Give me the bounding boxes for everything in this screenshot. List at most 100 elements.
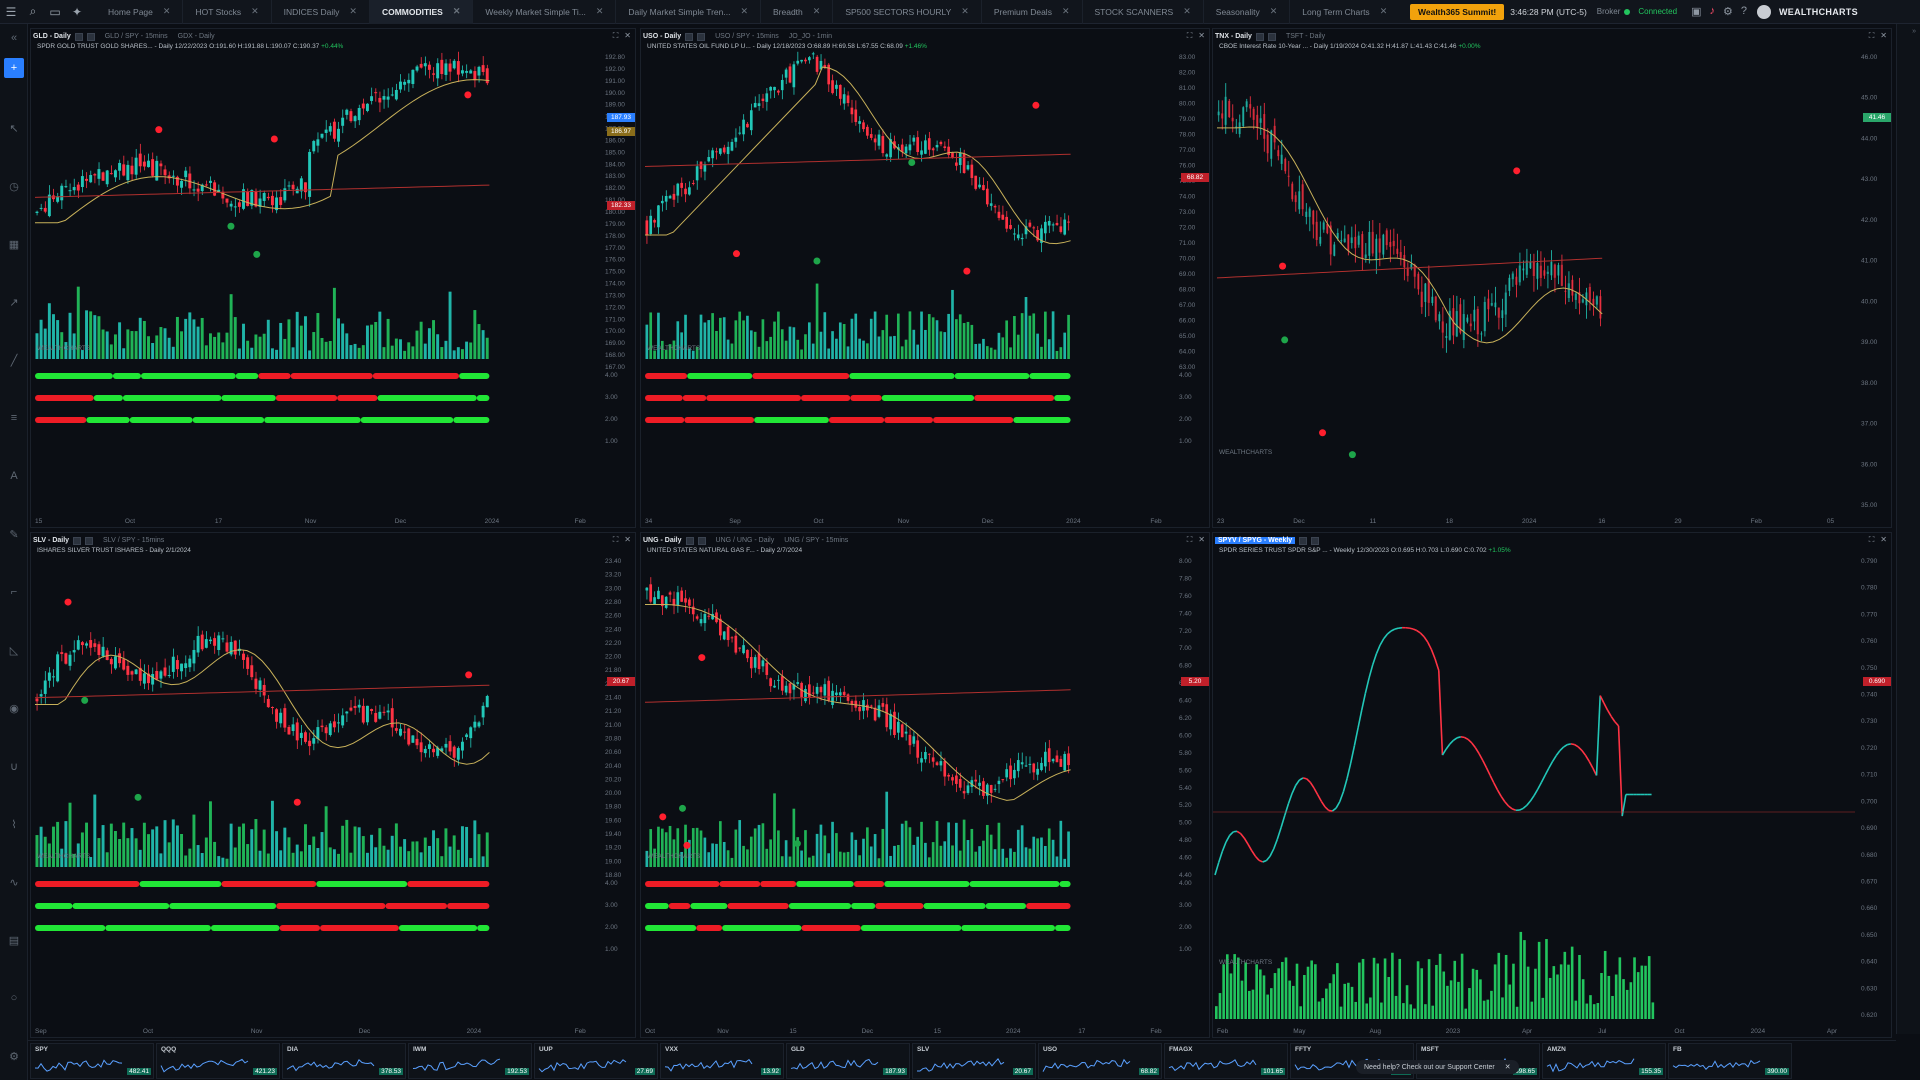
- brush-icon[interactable]: ✎: [9, 528, 19, 541]
- tab-11[interactable]: Long Term Charts ✕: [1290, 0, 1396, 24]
- chart-canvas[interactable]: 46.0045.0044.0043.0042.0041.0040.0039.00…: [1213, 29, 1892, 528]
- secondary-symbol[interactable]: GDX - Daily: [177, 33, 215, 40]
- tab-3[interactable]: COMMODITIES ✕: [369, 0, 474, 24]
- symbol-label[interactable]: TNX - Daily: [1215, 33, 1252, 40]
- secondary-symbol[interactable]: GLD / SPY - 15mins: [104, 33, 168, 40]
- cursor-icon[interactable]: ↖: [9, 122, 19, 135]
- close-icon[interactable]: ✕: [624, 535, 631, 544]
- eye-icon[interactable]: ◉: [9, 702, 19, 715]
- calendar-icon[interactable]: ▦: [8, 238, 20, 251]
- mini-chart-dia[interactable]: DIA 378.53: [282, 1043, 406, 1079]
- symbol-label[interactable]: SPYV / SPYG - Weekly: [1215, 537, 1296, 544]
- panel-option-icon[interactable]: [1311, 536, 1320, 545]
- save-icon[interactable]: ▣: [1691, 6, 1702, 18]
- panel-option-icon[interactable]: [86, 32, 95, 41]
- symbol-label[interactable]: GLD - Daily: [33, 33, 71, 40]
- mini-chart-fmagx[interactable]: FMAGX 101.65: [1164, 1043, 1288, 1079]
- tab-close-icon[interactable]: ✕: [961, 6, 969, 16]
- panel-option-icon[interactable]: [685, 32, 694, 41]
- maximize-icon[interactable]: ⛶: [1186, 535, 1193, 544]
- maximize-icon[interactable]: ⛶: [1868, 535, 1875, 544]
- chart-canvas[interactable]: 23.4023.2023.0022.8022.6022.4022.2022.00…: [31, 533, 636, 1038]
- mini-chart-uup[interactable]: UUP 27.69: [534, 1043, 658, 1079]
- tab-close-icon[interactable]: ✕: [452, 6, 461, 16]
- mini-chart-uso[interactable]: USO 68.82: [1038, 1043, 1162, 1079]
- secondary-symbol[interactable]: UNG / SPY - 15mins: [784, 537, 849, 544]
- tab-close-icon[interactable]: ✕: [812, 6, 821, 16]
- maximize-icon[interactable]: ⛶: [1186, 31, 1193, 40]
- tab-close-icon[interactable]: ✕: [1061, 6, 1070, 16]
- summit-button[interactable]: Wealth365 Summit!: [1410, 3, 1505, 20]
- menu-icon[interactable]: ☰: [5, 4, 17, 19]
- chart-panel-uso[interactable]: USO - Daily USO / SPY - 15mins JO_JO - 1mi…: [640, 28, 1210, 528]
- monitor-icon[interactable]: ▭: [49, 4, 61, 19]
- help-icon[interactable]: ?: [1740, 5, 1747, 17]
- secondary-symbol[interactable]: JO_JO - 1min: [788, 33, 832, 40]
- symbol-label[interactable]: USO - Daily: [643, 33, 682, 40]
- tab-close-icon[interactable]: ✕: [1269, 6, 1278, 16]
- panel-option-icon[interactable]: [73, 536, 82, 545]
- tab-close-icon[interactable]: ✕: [740, 6, 748, 16]
- text-tool-icon[interactable]: A: [10, 470, 18, 482]
- chart-panel-ung[interactable]: UNG - Daily UNG / UNG - Daily UNG / SPY - …: [640, 532, 1210, 1038]
- close-icon[interactable]: ✕: [1504, 1064, 1511, 1071]
- shape-icon[interactable]: ◺: [9, 644, 19, 657]
- tab-7[interactable]: SP500 SECTORS HOURLY ✕: [833, 0, 982, 24]
- chart-canvas[interactable]: 192.80192.00191.00190.00189.00188.00187.…: [31, 29, 636, 528]
- tab-0[interactable]: Home Page ✕: [96, 0, 184, 24]
- tab-8[interactable]: Premium Deals ✕: [982, 0, 1083, 24]
- secondary-symbol[interactable]: USO / SPY - 15mins: [715, 33, 779, 40]
- lock-icon[interactable]: ○: [10, 992, 18, 1004]
- mini-chart-slv[interactable]: SLV 20.67: [912, 1043, 1036, 1079]
- mini-chart-fb[interactable]: FB 390.00: [1668, 1043, 1792, 1079]
- close-icon[interactable]: ✕: [1198, 31, 1205, 40]
- mini-chart-spy[interactable]: SPY 482.41: [30, 1043, 154, 1079]
- settings-icon[interactable]: ⚙: [9, 1050, 19, 1063]
- chart-panel-gld[interactable]: GLD - Daily GLD / SPY - 15mins GDX - Daily…: [30, 28, 636, 528]
- tab-close-icon[interactable]: ✕: [595, 6, 604, 16]
- magnet-icon[interactable]: ∪: [9, 760, 19, 773]
- tab-1[interactable]: HOT Stocks ✕: [183, 0, 272, 24]
- mini-chart-qqq[interactable]: QQQ 421.23: [156, 1043, 280, 1079]
- ruler-icon[interactable]: ⌐: [10, 586, 18, 598]
- clock-icon[interactable]: ◷: [9, 180, 19, 193]
- close-icon[interactable]: ✕: [1880, 535, 1887, 544]
- panel-option-icon[interactable]: [697, 536, 706, 545]
- tab-close-icon[interactable]: ✕: [1183, 6, 1191, 16]
- close-icon[interactable]: ✕: [624, 31, 631, 40]
- chart-canvas[interactable]: 0.7900.7800.7700.7600.7500.7400.7300.720…: [1213, 533, 1892, 1038]
- line-tool-icon[interactable]: ╱: [10, 354, 18, 367]
- symbol-label[interactable]: UNG - Daily: [643, 537, 682, 544]
- panel-option-icon[interactable]: [85, 536, 94, 545]
- chart-canvas[interactable]: 8.007.807.607.407.207.006.806.606.406.20…: [641, 533, 1210, 1038]
- mini-chart-gld[interactable]: GLD 187.93: [786, 1043, 910, 1079]
- chart-panel-spyv[interactable]: SPYV / SPYG - Weekly ⛶ ✕ SPDR SERIES TRUST …: [1212, 532, 1892, 1038]
- trend-icon[interactable]: ↗: [9, 296, 19, 309]
- maximize-icon[interactable]: ⛶: [612, 31, 619, 40]
- expand-icon[interactable]: »: [1912, 28, 1916, 35]
- avatar[interactable]: [1756, 4, 1771, 19]
- mini-chart-vxx[interactable]: VXX 13.92: [660, 1043, 784, 1079]
- tab-6[interactable]: Breadth ✕: [761, 0, 834, 24]
- secondary-symbol[interactable]: TSFT - Daily: [1285, 33, 1326, 40]
- tab-close-icon[interactable]: ✕: [349, 6, 357, 16]
- tab-close-icon[interactable]: ✕: [1379, 6, 1388, 16]
- search-icon[interactable]: ⌕: [29, 4, 37, 18]
- close-icon[interactable]: ✕: [1198, 535, 1205, 544]
- fib-icon[interactable]: ≡: [10, 412, 18, 424]
- panel-option-icon[interactable]: [1267, 32, 1276, 41]
- tab-close-icon[interactable]: ✕: [162, 6, 171, 16]
- tab-close-icon[interactable]: ✕: [251, 6, 259, 16]
- chart-panel-slv[interactable]: SLV - Daily SLV / SPY - 15mins ⛶ ✕ ISHARES S…: [30, 532, 636, 1038]
- chart-icon[interactable]: ⌇: [11, 818, 17, 831]
- bell-icon[interactable]: ♪: [1709, 5, 1715, 17]
- close-icon[interactable]: ✕: [1880, 31, 1887, 40]
- panel-option-icon[interactable]: [697, 32, 706, 41]
- layers-icon[interactable]: ▤: [8, 934, 20, 947]
- maximize-icon[interactable]: ⛶: [612, 535, 619, 544]
- collapse-icon[interactable]: «: [10, 32, 18, 44]
- maximize-icon[interactable]: ⛶: [1868, 31, 1875, 40]
- support-toast[interactable]: Need help? Check out our Support Center …: [1356, 1060, 1519, 1074]
- indicator-icon[interactable]: ∿: [9, 876, 19, 889]
- panel-option-icon[interactable]: [685, 536, 694, 545]
